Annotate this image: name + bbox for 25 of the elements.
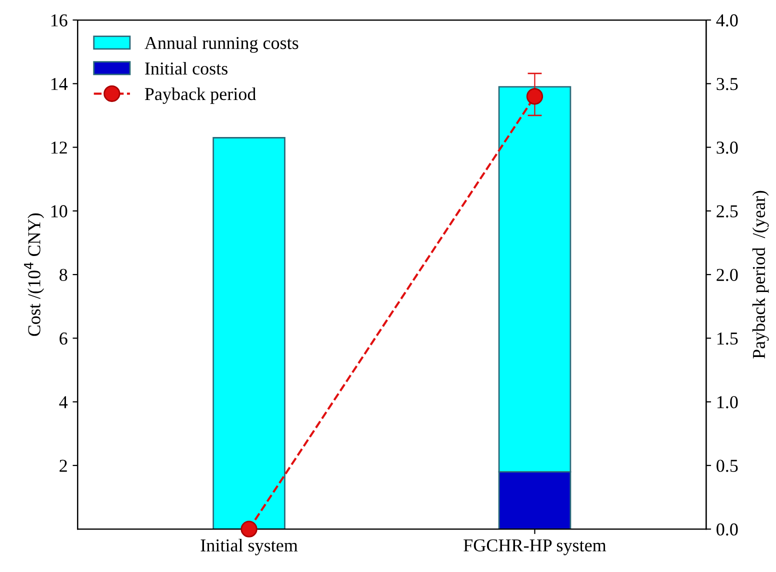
legend-label: Payback period [144,87,256,104]
y2-tick-label: 2.5 [716,205,738,218]
x-tick-label: Initial system [200,538,298,556]
y2-axis-title: Payback period /(year) [752,190,769,359]
y-tick-label: 10 [51,205,68,218]
y-tick-label: 8 [60,268,68,281]
y-tick-label: 14 [51,78,68,90]
y2-tick-label: 3.5 [716,78,738,90]
y-tick-label: 4 [59,396,68,408]
legend-label: Initial costs [145,62,228,75]
y-tick-label: 2 [60,460,67,472]
y2-tick-label: 2.0 [716,268,738,282]
y-tick-label: 12 [51,142,67,154]
y-axis-title: Cost /(10$^{4}$ CNY) [24,213,44,336]
bar [212,137,286,530]
legend-label: Annual running costs [144,36,298,53]
y2-tick-label: 4.0 [716,14,738,27]
y2-tick-label: 3.0 [716,142,738,154]
x-tick-label: FGCHR-HP system [464,539,606,556]
y2-tick-label: 1.0 [717,396,738,408]
y-tick-label: 16 [51,14,68,26]
y2-tick-label: 0.5 [716,460,738,472]
y-tick-label: 6 [60,332,68,345]
y2-tick-label: 0.0 [716,523,738,536]
y2-tick-label: 1.5 [717,332,738,345]
